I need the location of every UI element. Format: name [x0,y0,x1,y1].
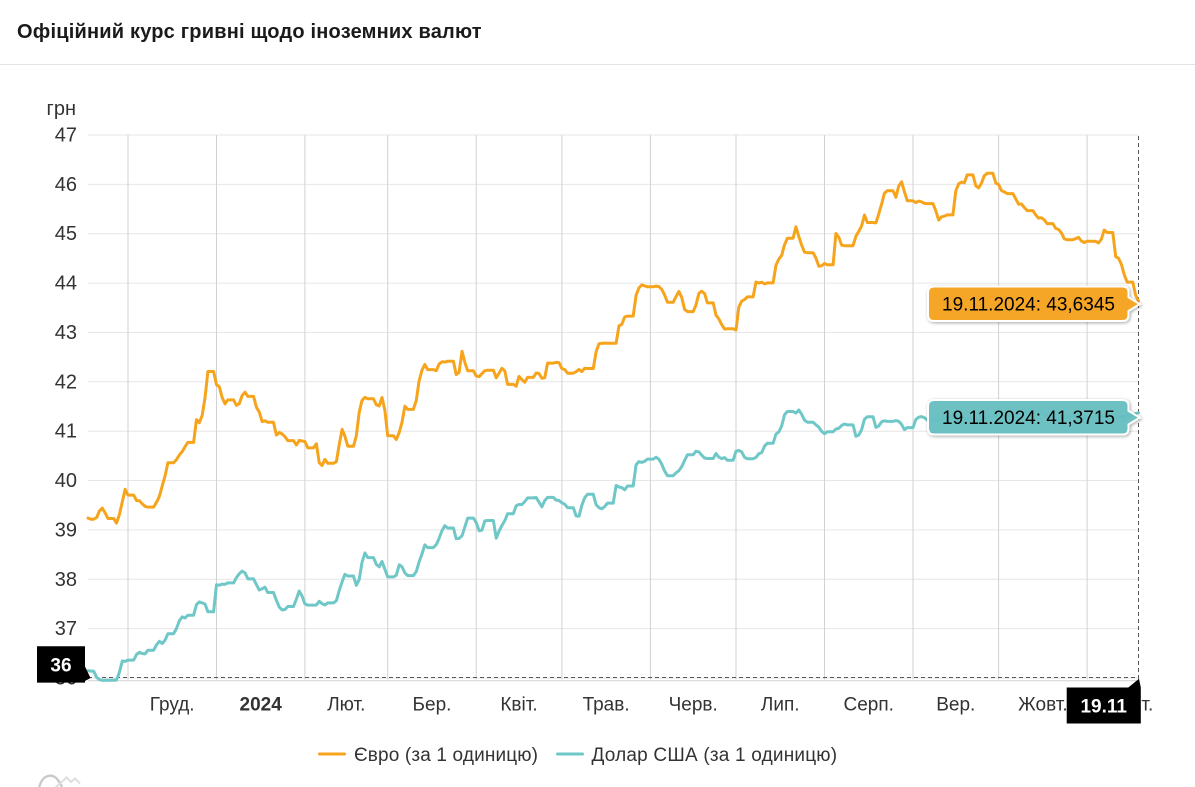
svg-text:47: 47 [55,125,77,147]
svg-text:Вер.: Вер. [936,695,975,716]
svg-text:19.11.2024: 41,3715: 19.11.2024: 41,3715 [942,408,1115,429]
svg-text:46: 46 [55,174,77,196]
svg-text:38: 38 [55,569,77,591]
svg-text:42: 42 [55,371,77,393]
svg-text:Євро (за 1 одиницю): Євро (за 1 одиницю) [354,745,538,766]
svg-text:Бер.: Бер. [413,695,452,716]
svg-text:19.11: 19.11 [1080,697,1127,718]
svg-text:2024: 2024 [240,695,283,716]
svg-text:Жовт.: Жовт. [1018,695,1067,716]
svg-text:Квіт.: Квіт. [500,695,537,716]
svg-text:44: 44 [55,273,77,295]
svg-text:Лип.: Лип. [761,695,800,716]
svg-text:грн: грн [47,98,76,120]
svg-text:40: 40 [55,470,77,492]
svg-text:36: 36 [50,656,71,677]
svg-text:Трав.: Трав. [583,695,630,716]
svg-text:Черв.: Черв. [669,695,718,716]
svg-text:39: 39 [55,519,77,541]
svg-text:41: 41 [55,421,77,443]
svg-text:Лют.: Лют. [327,695,365,716]
svg-text:43: 43 [55,322,77,344]
svg-text:Долар США (за 1 одиницю): Долар США (за 1 одиницю) [592,745,838,766]
svg-text:45: 45 [55,223,77,245]
svg-text:Серп.: Серп. [843,695,893,716]
svg-text:Груд.: Груд. [150,695,195,716]
svg-text:19.11.2024: 43,6345: 19.11.2024: 43,6345 [942,295,1115,316]
svg-text:37: 37 [55,618,77,640]
